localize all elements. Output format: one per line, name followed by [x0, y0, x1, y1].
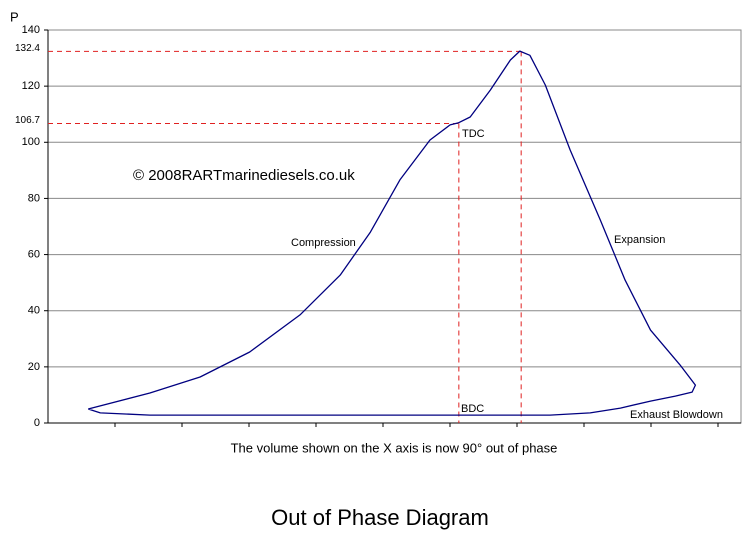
annotation: Compression — [291, 237, 356, 249]
y-tick-label: 80 — [28, 192, 40, 204]
y-tick-label: 100 — [22, 136, 40, 148]
copyright: © 2008RARTmarinediesels.co.uk — [133, 167, 355, 184]
y-marker-label: 132.4 — [15, 43, 40, 54]
y-marker-label: 106.7 — [15, 115, 40, 126]
y-tick-label: 120 — [22, 80, 40, 92]
annotation: BDC — [461, 403, 484, 415]
y-axis-label: P — [10, 9, 19, 24]
y-tick-label: 140 — [22, 24, 40, 36]
y-tick-label: 40 — [28, 305, 40, 317]
x-axis-label: The volume shown on the X axis is now 90… — [231, 440, 558, 455]
annotation: TDC — [462, 128, 485, 140]
y-tick-label: 60 — [28, 248, 40, 260]
y-tick-label: 20 — [28, 361, 40, 373]
annotation: Expansion — [614, 234, 665, 246]
pressure-curve — [88, 50, 697, 416]
plot-frame — [47, 29, 742, 424]
annotation: Exhaust Blowdown — [630, 409, 723, 421]
chart-title: Out of Phase Diagram — [271, 505, 489, 530]
y-tick-label: 0 — [34, 417, 40, 429]
